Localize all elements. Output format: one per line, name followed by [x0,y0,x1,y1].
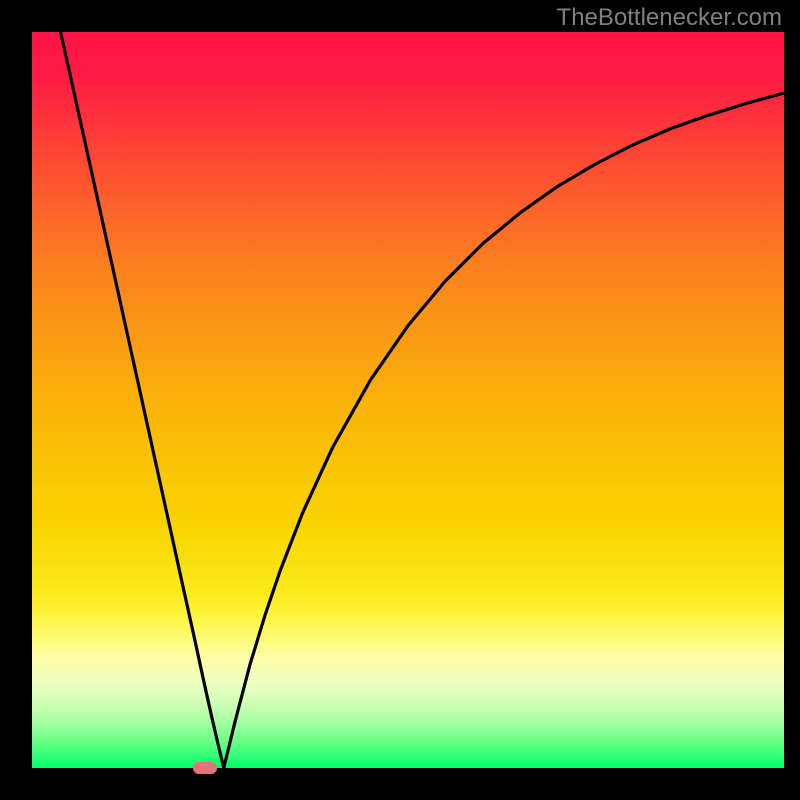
curve-line [32,32,784,768]
plot-area [32,32,784,768]
attribution-text: TheBottlenecker.com [557,4,782,32]
bottleneck-marker [193,762,217,773]
chart-container: TheBottlenecker.com [0,0,800,800]
